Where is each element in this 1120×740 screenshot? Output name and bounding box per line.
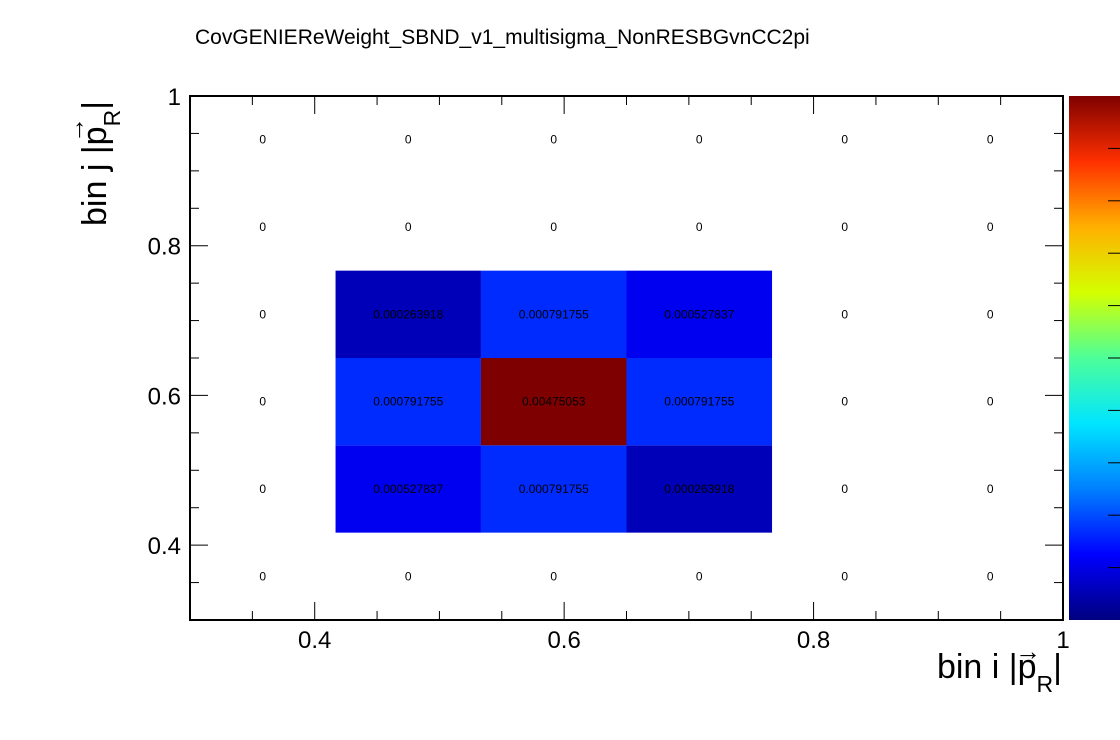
cell-value-label: 0 [987,307,994,321]
cell-value-label: 0.000263918 [664,482,734,496]
heatmap-cell [335,270,481,358]
heatmap-cell [480,358,627,446]
heatmap-cell [335,445,481,533]
cell-value-label: 0 [405,569,412,583]
cell-value-label: 0 [259,482,266,496]
heatmap-cell [335,358,481,446]
cell-value-label: 0 [987,569,994,583]
cell-value-label: 0.000527837 [373,482,443,496]
cell-value-label: 0 [550,569,557,583]
cell-value-labels: 0 0 0 0 0 0 0 0.000527837 0.000791755 0.000263918… [259,133,993,584]
cell-value-label: 0 [259,307,266,321]
x-tick-label: 0.8 [797,627,830,654]
colorbar-ticks [1108,147,1120,569]
x-tick-label: 1 [1056,627,1069,654]
y-tick-label: 0.4 [148,533,181,560]
cell-value-label: 0 [841,220,848,234]
y-tick-label: 0.8 [148,234,181,261]
cell-value-label: 0 [841,133,848,147]
cell-value-label: 0 [259,569,266,583]
x-tick-label: 0.4 [298,627,331,654]
y-tick-label: 1 [168,84,181,111]
x-tick-labels: 0.4 0.6 0.8 1 [298,627,1070,654]
heatmap-cell [626,445,773,533]
y-tick-label: 0.6 [148,383,181,410]
cell-value-label: 0 [405,133,412,147]
cell-value-label: 0 [259,395,266,409]
cell-value-label: 0.000791755 [664,395,734,409]
heatmap-cell [480,445,627,533]
x-tick-label: 0.6 [547,627,580,654]
heatmap-cell [626,358,773,446]
cell-value-label: 0 [550,220,557,234]
heatmap-cell [480,270,627,358]
cell-value-label: 0 [987,220,994,234]
cell-value-label: 0 [550,133,557,147]
cell-value-label: 0 [987,482,994,496]
chart-title: CovGENIEReWeight_SBND_v1_multisigma_NonR… [195,26,810,49]
y-axis-label: bin j |pR| [76,101,125,226]
cell-value-label: 0 [696,220,703,234]
cell-value-label: 0 [987,395,994,409]
heatmap-cell [626,270,773,358]
heatmap-cells [335,270,773,533]
cell-value-label: 0.00475053 [522,395,586,409]
y-axis-vector-arrow: → [60,117,90,143]
axis-ticks [189,95,1064,621]
y-tick-labels: 0.4 0.6 0.8 1 [148,84,181,560]
cell-value-label: 0 [841,307,848,321]
cell-value-label: 0 [987,133,994,147]
cell-value-label: 0.000527837 [664,307,734,321]
cell-value-label: 0 [696,133,703,147]
cell-value-label: 0.000791755 [519,307,589,321]
cell-value-label: 0.000791755 [519,482,589,496]
cell-value-label: 0 [841,482,848,496]
cell-value-label: 0 [841,569,848,583]
cell-value-label: 0.000263918 [373,307,443,321]
cell-value-label: 0 [259,133,266,147]
cell-value-label: 0 [696,569,703,583]
cell-value-label: 0.000791755 [373,395,443,409]
x-axis-label: bin i |pR| [937,648,1062,697]
cell-value-label: 0 [841,395,848,409]
x-axis-vector-arrow: → [1015,636,1041,666]
cell-value-label: 0 [259,220,266,234]
cell-value-label: 0 [405,220,412,234]
